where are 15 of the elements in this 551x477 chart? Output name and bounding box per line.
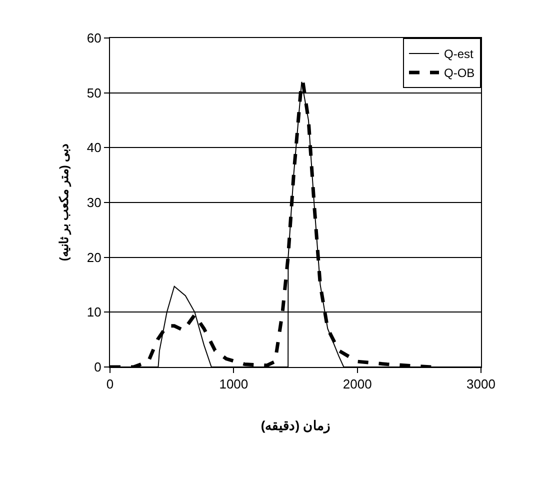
x-tick-label: 1000	[219, 376, 248, 392]
legend-label: Q-est	[444, 47, 474, 62]
y-tick-label: 20	[86, 250, 102, 265]
y-tick-label: 40	[86, 140, 102, 156]
x-tick-label: 3000	[466, 376, 496, 392]
legend-label: Q-OB	[444, 66, 475, 80]
x-tick-label: 2000	[342, 376, 372, 392]
y-tick-label: 50	[86, 85, 102, 100]
x-axis-title: زمان (دقیقه)	[260, 418, 330, 434]
y-axis-title: دبی (متر مکعب بر ثانیه)	[57, 144, 72, 262]
x-tick-label: 0	[106, 376, 114, 392]
y-tick-label: 60	[86, 30, 102, 46]
y-tick-label: 10	[86, 304, 102, 320]
y-tick-label: 0	[94, 360, 102, 375]
y-tick-label: 30	[86, 195, 102, 210]
